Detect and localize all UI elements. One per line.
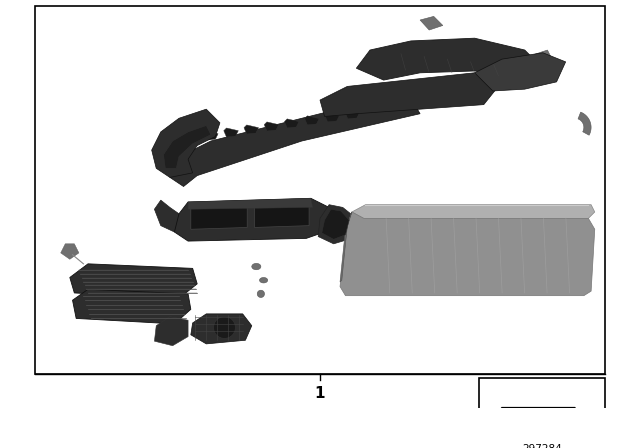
Ellipse shape (259, 277, 268, 283)
Text: 297284: 297284 (522, 444, 562, 448)
Polygon shape (420, 17, 443, 30)
Polygon shape (320, 73, 502, 116)
Text: 1: 1 (315, 386, 325, 401)
Polygon shape (61, 244, 79, 259)
Polygon shape (244, 125, 259, 134)
Polygon shape (578, 112, 591, 135)
Polygon shape (305, 116, 319, 125)
Polygon shape (191, 206, 247, 229)
Ellipse shape (257, 290, 264, 297)
Polygon shape (493, 408, 584, 430)
Polygon shape (175, 198, 329, 241)
Polygon shape (325, 113, 339, 122)
Polygon shape (352, 205, 595, 218)
Polygon shape (255, 204, 309, 228)
Polygon shape (264, 122, 279, 131)
Polygon shape (152, 109, 220, 177)
Polygon shape (534, 50, 552, 65)
Polygon shape (318, 205, 356, 244)
Polygon shape (475, 53, 566, 91)
Polygon shape (356, 38, 538, 80)
Polygon shape (191, 314, 252, 344)
Polygon shape (322, 209, 349, 239)
Polygon shape (340, 212, 595, 296)
Polygon shape (72, 289, 191, 324)
Polygon shape (188, 198, 313, 209)
Polygon shape (204, 131, 218, 140)
Polygon shape (284, 119, 299, 128)
Polygon shape (345, 110, 360, 119)
Ellipse shape (252, 263, 261, 270)
Polygon shape (163, 125, 211, 168)
Circle shape (214, 317, 236, 338)
Polygon shape (154, 200, 184, 232)
Polygon shape (224, 128, 238, 137)
Polygon shape (154, 317, 188, 346)
Polygon shape (70, 264, 197, 298)
Polygon shape (340, 212, 352, 282)
Polygon shape (170, 98, 420, 186)
Bar (479, 378, 605, 446)
